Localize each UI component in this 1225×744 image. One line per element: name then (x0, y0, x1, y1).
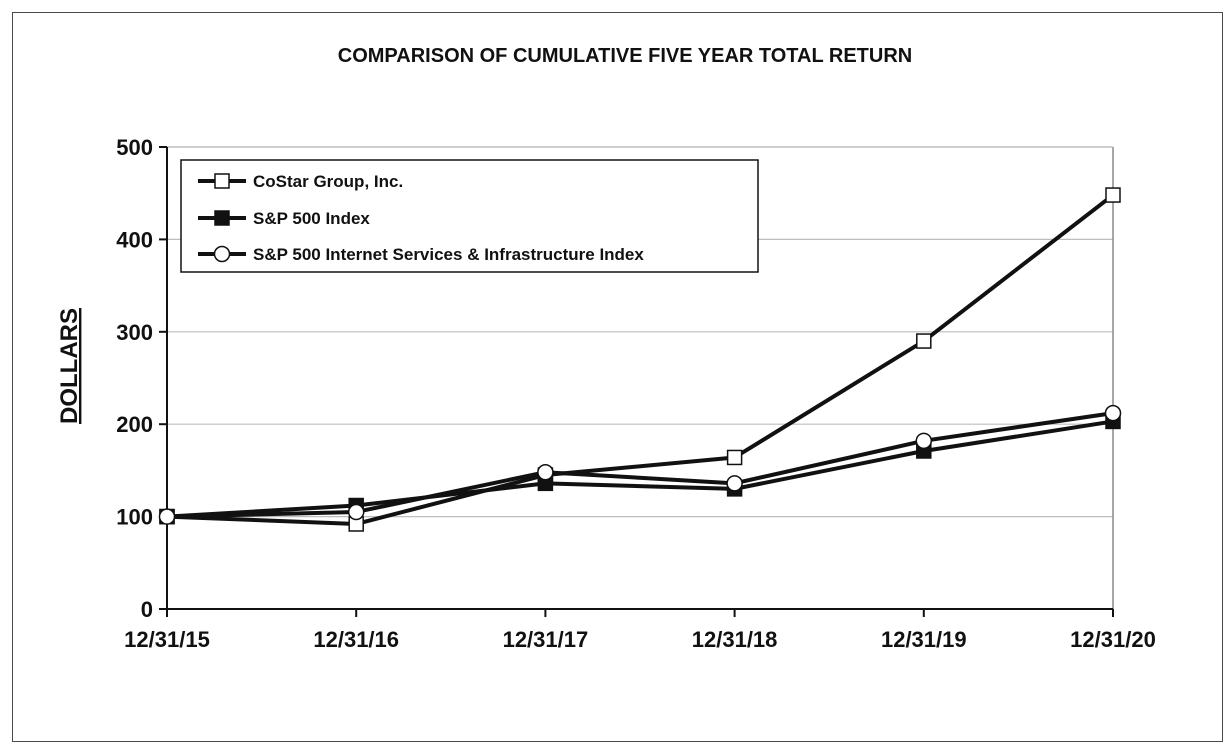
legend-label-2: S&P 500 Internet Services & Infrastructu… (253, 245, 644, 264)
x-tick-label-3: 12/31/18 (692, 627, 778, 652)
legend-item-1: S&P 500 Index (198, 209, 370, 228)
grid (167, 146, 1114, 609)
legend-label-0: CoStar Group, Inc. (253, 172, 403, 191)
x-tick-label-0: 12/31/15 (124, 627, 210, 652)
y-tick-label-5: 500 (116, 135, 153, 160)
tick-labels: 0 100 200 300 400 500 12/31/15 12/31/16 12/31/17… (116, 135, 1156, 652)
series-1 (166, 419, 1114, 519)
series-line-1 (166, 419, 1114, 519)
data-point-2-3 (726, 475, 743, 492)
x-tick-label-5: 12/31/20 (1070, 627, 1156, 652)
chart-title: COMPARISON OF CUMULATIVE FIVE YEAR TOTAL… (338, 45, 912, 67)
chart-frame (12, 12, 1223, 742)
y-axis-label: DOLLARS (56, 308, 83, 424)
legend-item-0: CoStar Group, Inc. (198, 172, 403, 191)
data-point-2-2 (537, 463, 554, 481)
y-tick-label-3: 300 (116, 320, 153, 345)
data-point-0-4 (916, 333, 932, 349)
data-point-0-5 (1105, 187, 1121, 203)
series-markers-2 (158, 404, 1122, 525)
x-tick-label-1: 12/31/16 (313, 627, 399, 652)
x-tick-label-2: 12/31/17 (503, 627, 589, 652)
legend: CoStar Group, Inc. S&P 500 Index S&P 500 I… (180, 159, 759, 273)
series-line-2 (166, 411, 1114, 519)
series-0 (166, 193, 1115, 526)
data-point-2-1 (347, 503, 365, 521)
legend-marker-1 (214, 210, 230, 226)
series-line-0 (166, 193, 1115, 526)
legend-box (180, 159, 759, 273)
legend-label-1: S&P 500 Index (253, 209, 370, 228)
x-tick-label-4: 12/31/19 (881, 627, 967, 652)
legend-marker-2 (213, 245, 231, 263)
legend-item-2: S&P 500 Internet Services & Infrastructu… (198, 245, 644, 264)
data-point-2-5 (1104, 404, 1122, 422)
data-point-2-0 (158, 508, 176, 525)
data-point-0-3 (726, 449, 743, 466)
y-tick-label-2: 200 (116, 412, 153, 437)
y-tick-label-1: 100 (116, 505, 153, 530)
y-tick-label-0: 0 (141, 597, 153, 622)
series-2 (166, 411, 1114, 519)
axes (159, 146, 1114, 617)
y-tick-label-4: 400 (116, 227, 153, 252)
data-point-2-4 (915, 432, 933, 450)
series (158, 187, 1122, 532)
legend-marker-0 (214, 173, 230, 189)
